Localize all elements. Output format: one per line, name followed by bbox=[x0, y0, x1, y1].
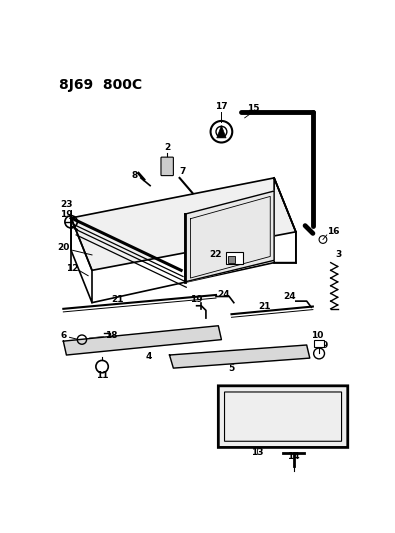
Text: 17: 17 bbox=[215, 102, 228, 111]
Text: 12: 12 bbox=[66, 263, 79, 272]
Polygon shape bbox=[63, 326, 222, 355]
Text: 8J69  800C: 8J69 800C bbox=[59, 78, 142, 92]
Text: 21: 21 bbox=[111, 295, 124, 304]
Text: 2: 2 bbox=[164, 143, 170, 151]
Text: 15: 15 bbox=[247, 104, 260, 113]
Text: 22: 22 bbox=[209, 251, 222, 260]
Text: 19: 19 bbox=[190, 295, 203, 304]
Text: 18: 18 bbox=[105, 330, 118, 340]
FancyBboxPatch shape bbox=[218, 386, 348, 447]
Text: 6: 6 bbox=[60, 330, 66, 340]
Text: 24: 24 bbox=[283, 292, 296, 301]
Text: 8: 8 bbox=[132, 171, 138, 180]
Text: 16: 16 bbox=[327, 227, 339, 236]
Bar bbox=[226, 252, 243, 264]
Text: 9: 9 bbox=[321, 341, 328, 350]
Polygon shape bbox=[71, 178, 296, 270]
Polygon shape bbox=[169, 345, 310, 368]
Text: 11: 11 bbox=[96, 372, 108, 381]
Text: 4: 4 bbox=[145, 352, 152, 361]
Polygon shape bbox=[217, 126, 226, 138]
Polygon shape bbox=[185, 191, 274, 282]
Bar bbox=[228, 256, 235, 263]
Text: 13: 13 bbox=[251, 448, 263, 457]
Text: 24: 24 bbox=[217, 290, 230, 298]
Text: 3: 3 bbox=[335, 251, 342, 260]
Text: 23: 23 bbox=[60, 200, 73, 209]
Text: 7: 7 bbox=[179, 167, 186, 176]
Text: 19: 19 bbox=[60, 211, 73, 220]
Text: 20: 20 bbox=[57, 243, 70, 252]
Bar bbox=[314, 340, 324, 348]
FancyBboxPatch shape bbox=[161, 157, 173, 175]
Circle shape bbox=[216, 126, 227, 137]
Text: 5: 5 bbox=[228, 364, 235, 373]
Text: 10: 10 bbox=[310, 332, 323, 340]
Text: 21: 21 bbox=[259, 302, 271, 311]
Text: 14: 14 bbox=[287, 452, 300, 461]
